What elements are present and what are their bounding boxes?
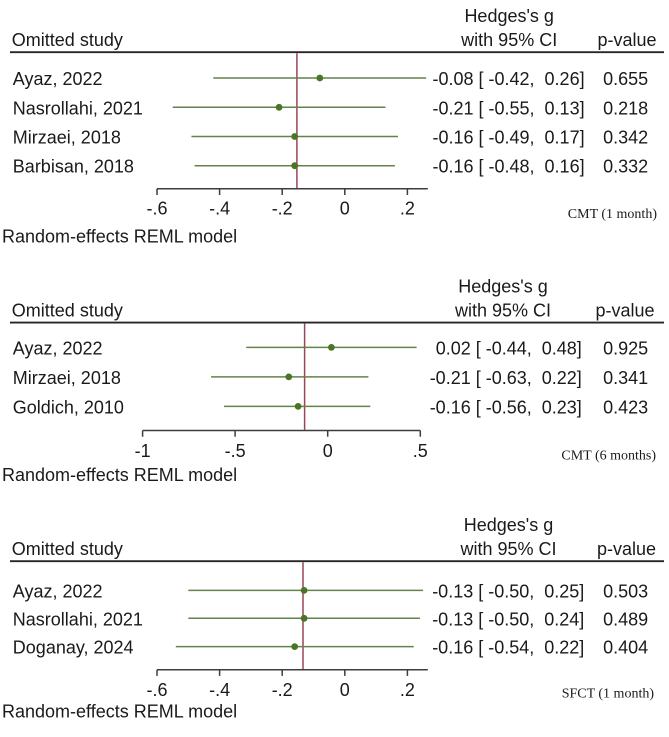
svg-text:0.503: 0.503 bbox=[603, 581, 648, 601]
svg-text:0.342: 0.342 bbox=[603, 128, 648, 148]
svg-text:Random-effects REML model: Random-effects REML model bbox=[2, 465, 237, 485]
svg-text:CMT (6 months): CMT (6 months) bbox=[561, 448, 656, 463]
svg-text:.2: .2 bbox=[400, 199, 415, 219]
svg-text:-0.16 [ -0.56, 0.23]: -0.16 [ -0.56, 0.23] bbox=[430, 397, 582, 417]
svg-text:-0.16 [ -0.48, 0.16]: -0.16 [ -0.48, 0.16] bbox=[432, 157, 584, 177]
svg-text:Nasrollahi, 2021: Nasrollahi, 2021 bbox=[13, 98, 143, 118]
svg-text:-0.21 [ -0.63, 0.22]: -0.21 [ -0.63, 0.22] bbox=[430, 368, 582, 388]
svg-text:with 95% CI: with 95% CI bbox=[460, 30, 557, 50]
svg-text:-0.08 [ -0.42, 0.26]: -0.08 [ -0.42, 0.26] bbox=[432, 69, 584, 89]
svg-text:Ayaz, 2022: Ayaz, 2022 bbox=[13, 338, 103, 358]
svg-text:0: 0 bbox=[340, 199, 350, 219]
svg-text:-1: -1 bbox=[135, 441, 151, 461]
svg-text:-0.21 [ -0.55, 0.13]: -0.21 [ -0.55, 0.13] bbox=[432, 98, 584, 118]
svg-text:Hedges's g: Hedges's g bbox=[464, 6, 554, 26]
svg-text:CMT (1 month): CMT (1 month) bbox=[568, 207, 658, 222]
svg-text:p-value: p-value bbox=[597, 539, 656, 559]
svg-text:-0.13 [ -0.50, 0.24]: -0.13 [ -0.50, 0.24] bbox=[432, 609, 584, 629]
svg-text:-.5: -.5 bbox=[225, 441, 246, 461]
svg-text:-0.13 [ -0.50, 0.25]: -0.13 [ -0.50, 0.25] bbox=[432, 581, 584, 601]
svg-text:with 95% CI: with 95% CI bbox=[454, 301, 551, 321]
svg-text:.2: .2 bbox=[400, 680, 415, 700]
svg-text:Mirzaei, 2018: Mirzaei, 2018 bbox=[13, 128, 121, 148]
svg-text:-.4: -.4 bbox=[209, 680, 230, 700]
svg-text:0.489: 0.489 bbox=[603, 609, 648, 629]
svg-text:with 95% CI: with 95% CI bbox=[459, 539, 556, 559]
svg-text:-0.16 [ -0.49, 0.17]: -0.16 [ -0.49, 0.17] bbox=[432, 128, 584, 148]
svg-text:-.2: -.2 bbox=[272, 680, 293, 700]
svg-text:Hedges's g: Hedges's g bbox=[458, 277, 548, 297]
svg-text:Omitted study: Omitted study bbox=[12, 301, 123, 321]
svg-text:p-value: p-value bbox=[595, 301, 654, 321]
svg-text:0.925: 0.925 bbox=[603, 338, 648, 358]
svg-text:0.655: 0.655 bbox=[603, 69, 648, 89]
svg-text:-.4: -.4 bbox=[209, 199, 230, 219]
svg-text:-.6: -.6 bbox=[146, 199, 167, 219]
svg-text:Random-effects REML model: Random-effects REML model bbox=[2, 227, 237, 247]
svg-text:Nasrollahi, 2021: Nasrollahi, 2021 bbox=[13, 609, 143, 629]
svg-text:Omitted study: Omitted study bbox=[12, 30, 123, 50]
svg-text:p-value: p-value bbox=[597, 30, 656, 50]
svg-text:Random-effects REML model: Random-effects REML model bbox=[2, 702, 237, 722]
svg-text:Doganay, 2024: Doganay, 2024 bbox=[13, 638, 134, 658]
svg-text:0: 0 bbox=[340, 680, 350, 700]
svg-text:Ayaz, 2022: Ayaz, 2022 bbox=[13, 69, 103, 89]
svg-text:SFCT (1 month): SFCT (1 month) bbox=[562, 686, 655, 701]
svg-text:0.404: 0.404 bbox=[603, 638, 648, 658]
svg-text:Barbisan, 2018: Barbisan, 2018 bbox=[13, 157, 134, 177]
svg-text:0.341: 0.341 bbox=[603, 368, 648, 388]
svg-text:0.423: 0.423 bbox=[603, 397, 648, 417]
svg-text:Mirzaei, 2018: Mirzaei, 2018 bbox=[13, 368, 121, 388]
svg-text:0: 0 bbox=[323, 441, 333, 461]
svg-text:Omitted study: Omitted study bbox=[12, 539, 123, 559]
svg-text:-.6: -.6 bbox=[146, 680, 167, 700]
svg-text:0.02 [ -0.44, 0.48]: 0.02 [ -0.44, 0.48] bbox=[436, 338, 582, 358]
svg-text:Goldich, 2010: Goldich, 2010 bbox=[13, 397, 124, 417]
svg-text:-.2: -.2 bbox=[272, 199, 293, 219]
svg-text:0.218: 0.218 bbox=[603, 98, 648, 118]
svg-text:Ayaz, 2022: Ayaz, 2022 bbox=[13, 581, 103, 601]
svg-text:Hedges's g: Hedges's g bbox=[464, 515, 554, 535]
svg-text:.5: .5 bbox=[413, 441, 428, 461]
svg-text:0.332: 0.332 bbox=[603, 157, 648, 177]
svg-text:-0.16 [ -0.54, 0.22]: -0.16 [ -0.54, 0.22] bbox=[432, 638, 584, 658]
